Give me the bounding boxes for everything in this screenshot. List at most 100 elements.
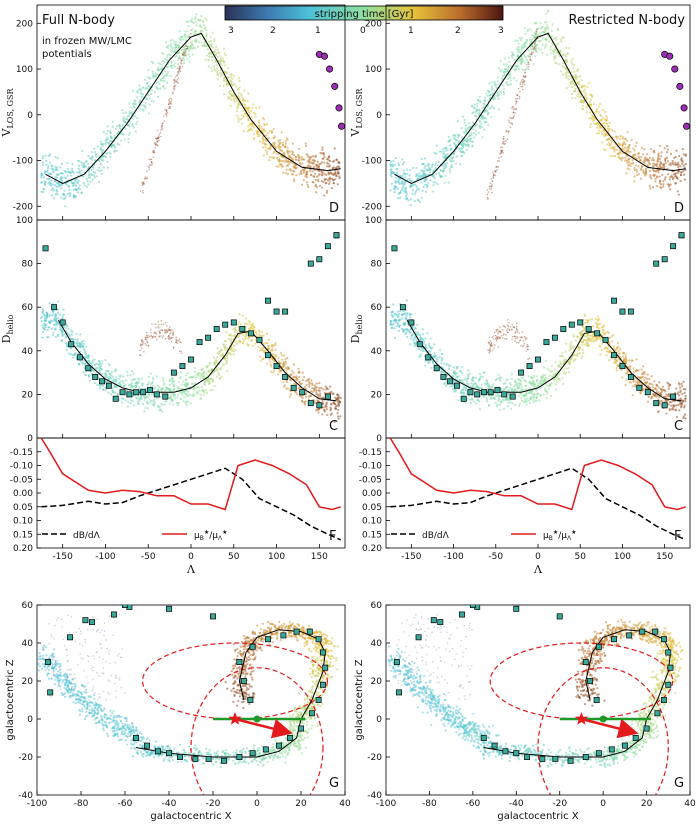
stream-particle <box>292 743 296 747</box>
stream-particle <box>137 381 140 384</box>
stream-particle <box>152 100 155 103</box>
stream-particle <box>157 746 160 749</box>
stream-particle <box>207 65 210 68</box>
stream-particle <box>165 111 168 113</box>
stream-particle <box>137 397 141 400</box>
stream-particle <box>322 151 325 155</box>
panel-F-plot <box>40 438 341 541</box>
stream-particle <box>318 173 321 176</box>
dbdl-series-line <box>41 467 341 541</box>
stream-particle <box>82 342 86 346</box>
stream-particle <box>309 394 312 397</box>
stream-particle <box>292 727 295 730</box>
stream-particle <box>325 191 328 194</box>
stream-particle <box>196 18 200 21</box>
stream-particle <box>285 741 288 744</box>
stream-particle <box>237 92 240 95</box>
stream-particle <box>169 97 171 100</box>
stream-particle <box>54 155 57 158</box>
stream-particle <box>124 399 127 402</box>
stream-particle <box>297 159 300 162</box>
stream-particle <box>40 172 43 176</box>
stream-particle <box>126 732 130 735</box>
stream-particle <box>259 359 262 362</box>
stream-particle <box>269 363 272 366</box>
stream-particle <box>299 629 302 632</box>
stream-particle <box>134 130 137 133</box>
stream-particle <box>150 164 152 166</box>
stream-particle <box>289 168 292 171</box>
stream-particle <box>250 649 253 652</box>
stream-particle <box>113 370 116 373</box>
stream-particle <box>252 691 255 695</box>
stream-particle <box>327 165 331 168</box>
stream-particle <box>144 406 147 410</box>
stream-particle <box>95 175 98 178</box>
stream-particle <box>126 374 129 377</box>
stream-particle <box>239 118 242 121</box>
stream-particle <box>189 41 192 44</box>
stream-particle <box>76 159 80 162</box>
stream-particle <box>250 122 253 125</box>
stream-particle <box>145 755 148 758</box>
stream-particle <box>98 387 101 390</box>
stream-particle <box>270 131 273 134</box>
stream-particle <box>323 156 326 159</box>
stream-particle <box>310 379 313 382</box>
stream-particle <box>157 61 160 65</box>
stream-particle <box>151 70 154 73</box>
stream-particle <box>260 649 263 652</box>
stream-particle <box>204 43 207 46</box>
stream-particle <box>158 139 160 142</box>
stream-particle <box>256 748 259 751</box>
stream-particle <box>57 684 60 687</box>
stream-particle <box>328 677 331 680</box>
stream-particle <box>308 160 311 163</box>
stream-particle <box>303 169 306 172</box>
stream-particle <box>153 332 156 334</box>
stream-particle <box>311 691 314 694</box>
stream-particle <box>284 366 288 370</box>
stream-particle <box>284 627 287 630</box>
stream-particle <box>184 751 187 754</box>
stream-particle <box>325 660 328 663</box>
stream-particle <box>313 389 316 392</box>
stream-particle <box>155 138 158 141</box>
stream-particle <box>338 400 341 403</box>
stream-particle <box>168 328 171 330</box>
stream-particle <box>57 333 60 337</box>
stream-particle <box>266 132 269 135</box>
stream-particle <box>131 122 134 126</box>
stream-particle <box>311 671 315 674</box>
colorbar: stripping time [Gyr] 3 2 1 0 1 2 3 <box>224 5 504 36</box>
stream-particle <box>78 362 81 365</box>
stream-particle <box>96 145 99 148</box>
stream-particle <box>245 688 248 692</box>
stream-particle <box>167 337 170 340</box>
stream-particle <box>115 729 119 732</box>
stream-particle <box>54 327 57 330</box>
stream-particle <box>309 174 313 177</box>
stream-particle <box>223 70 226 73</box>
stream-particle <box>241 114 244 117</box>
stream-particle <box>205 365 208 368</box>
stream-particle <box>202 21 205 24</box>
stream-particle <box>40 320 43 323</box>
colorbar-tick: 2 <box>270 26 276 36</box>
stream-particle <box>124 117 127 120</box>
stream-particle <box>58 328 62 331</box>
stream-particle <box>273 141 276 145</box>
stream-particle <box>214 69 217 72</box>
stream-particle <box>307 155 310 159</box>
stream-particle <box>49 182 53 185</box>
stream-particle <box>232 754 235 757</box>
stream-particle <box>148 381 151 384</box>
stream-particle <box>226 752 229 755</box>
stream-particle <box>274 353 277 356</box>
stream-particle <box>284 360 288 363</box>
stream-particle <box>299 382 302 386</box>
stream-particle <box>121 375 125 378</box>
stream-particle <box>311 724 314 727</box>
stream-particle <box>181 57 184 60</box>
stream-particle <box>176 386 180 389</box>
